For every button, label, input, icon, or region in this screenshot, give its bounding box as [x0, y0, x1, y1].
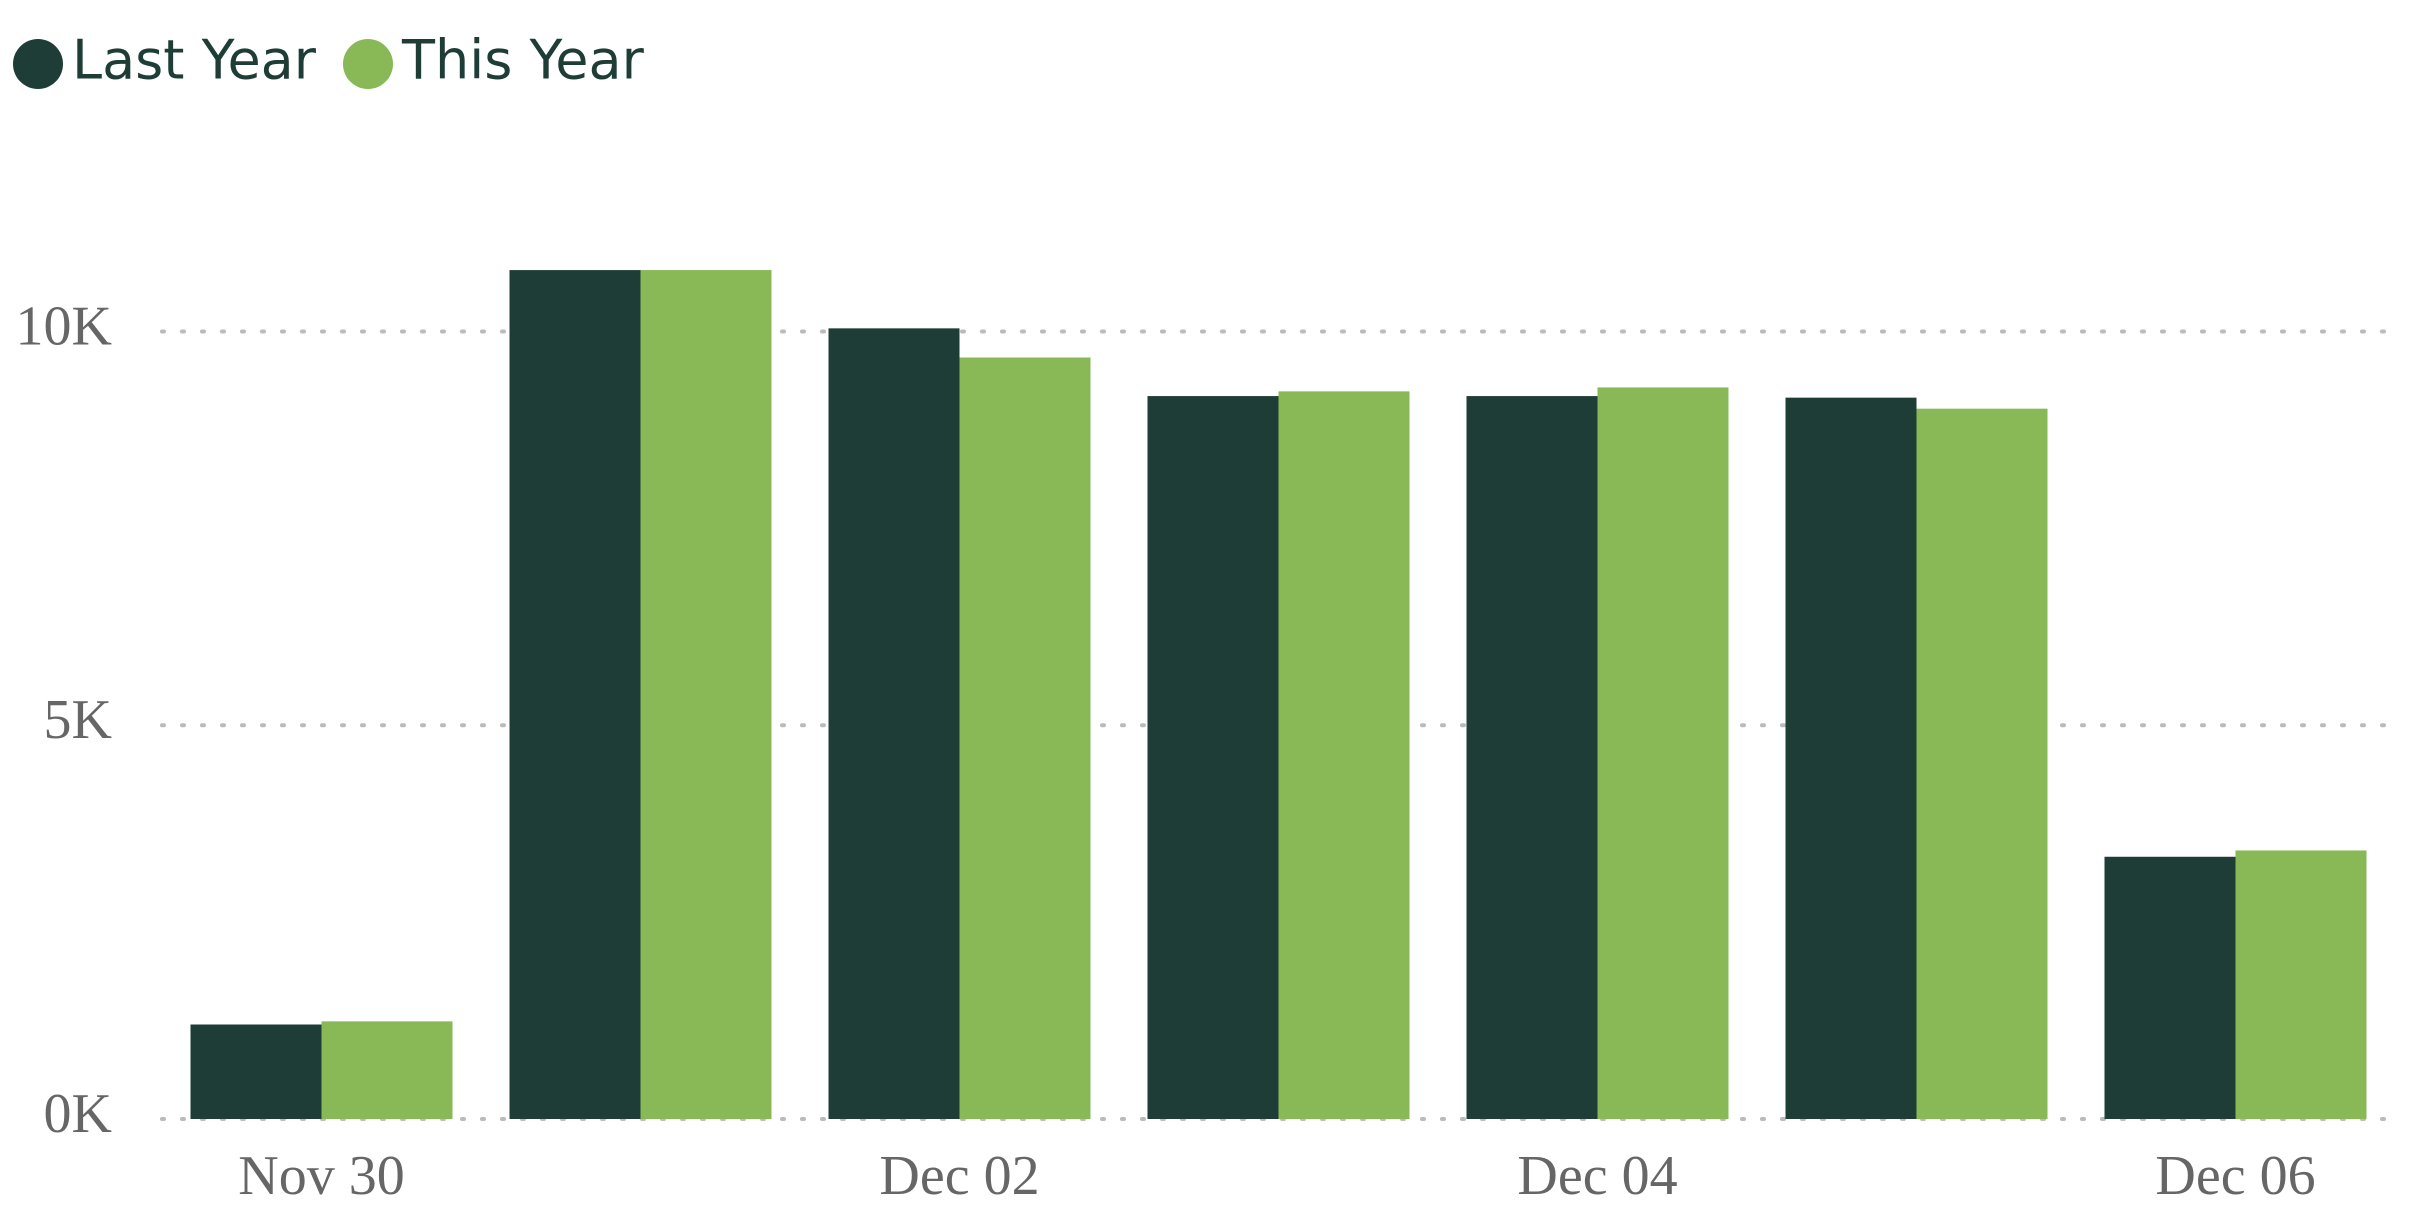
bar: [1597, 387, 1729, 1120]
legend-marker: [13, 39, 63, 89]
bar: [1278, 391, 1410, 1120]
x-tick-label: Dec 06: [2155, 1145, 2315, 1207]
y-tick-label: 0K: [44, 1083, 112, 1145]
bar: [1916, 408, 2048, 1119]
y-tick-label: 10K: [16, 295, 112, 357]
x-tick-label: Nov 30: [238, 1145, 404, 1207]
bar: [321, 1021, 453, 1119]
x-tick-label: Dec 02: [879, 1145, 1039, 1207]
bar: [828, 328, 960, 1120]
y-tick-label: 5K: [44, 689, 112, 751]
bar: [509, 270, 641, 1119]
legend-label: Last Year: [72, 29, 317, 92]
bar: [640, 270, 772, 1119]
bar: [2235, 850, 2367, 1119]
bar: [2104, 856, 2236, 1119]
bar: [1147, 396, 1279, 1119]
bar: [1466, 396, 1598, 1119]
legend-marker: [342, 39, 393, 89]
x-tick-label: Dec 04: [1517, 1145, 1677, 1207]
bar: [959, 357, 1091, 1119]
bar: [190, 1024, 322, 1119]
bar: [1785, 397, 1917, 1119]
legend-label: This Year: [401, 29, 645, 92]
